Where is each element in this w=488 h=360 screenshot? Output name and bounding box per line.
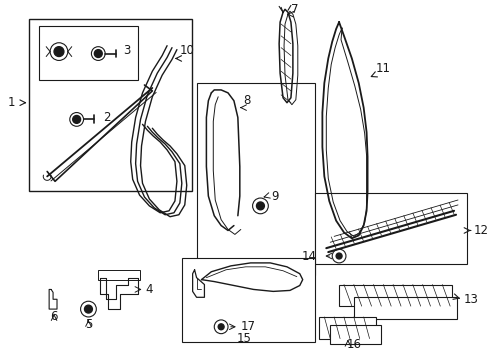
Text: 6: 6 bbox=[50, 310, 58, 323]
Text: 9: 9 bbox=[271, 190, 278, 203]
Text: 16: 16 bbox=[346, 338, 361, 351]
Circle shape bbox=[214, 320, 227, 334]
Bar bbox=[319, 317, 376, 339]
Text: 17: 17 bbox=[240, 320, 255, 333]
Bar bbox=[29, 19, 191, 191]
Text: 14: 14 bbox=[301, 249, 316, 262]
Circle shape bbox=[256, 202, 264, 210]
Text: 8: 8 bbox=[243, 94, 251, 107]
Circle shape bbox=[50, 43, 68, 60]
Bar bbox=[98, 270, 139, 280]
Circle shape bbox=[331, 249, 345, 263]
Circle shape bbox=[252, 198, 268, 214]
Text: 13: 13 bbox=[463, 293, 478, 306]
Text: 1: 1 bbox=[8, 96, 15, 109]
Text: 5: 5 bbox=[84, 318, 92, 331]
Bar bbox=[353, 297, 456, 319]
Text: 11: 11 bbox=[375, 62, 389, 75]
Circle shape bbox=[218, 324, 224, 330]
Bar bbox=[314, 193, 466, 264]
Text: 10: 10 bbox=[180, 44, 194, 57]
Text: 15: 15 bbox=[236, 332, 251, 345]
Text: 7: 7 bbox=[290, 3, 298, 16]
Circle shape bbox=[70, 113, 83, 126]
Circle shape bbox=[81, 301, 96, 317]
Text: 12: 12 bbox=[473, 224, 488, 237]
Bar bbox=[182, 258, 314, 342]
Circle shape bbox=[91, 47, 105, 60]
Bar bbox=[338, 284, 451, 306]
Circle shape bbox=[54, 47, 64, 57]
Bar bbox=[329, 325, 381, 345]
Circle shape bbox=[94, 50, 102, 58]
Bar bbox=[39, 26, 137, 80]
Circle shape bbox=[84, 305, 92, 313]
Circle shape bbox=[335, 253, 341, 259]
Text: 4: 4 bbox=[145, 283, 153, 296]
Text: 2: 2 bbox=[103, 111, 110, 124]
Bar bbox=[196, 83, 314, 275]
Circle shape bbox=[73, 116, 81, 123]
Text: 3: 3 bbox=[122, 44, 130, 57]
